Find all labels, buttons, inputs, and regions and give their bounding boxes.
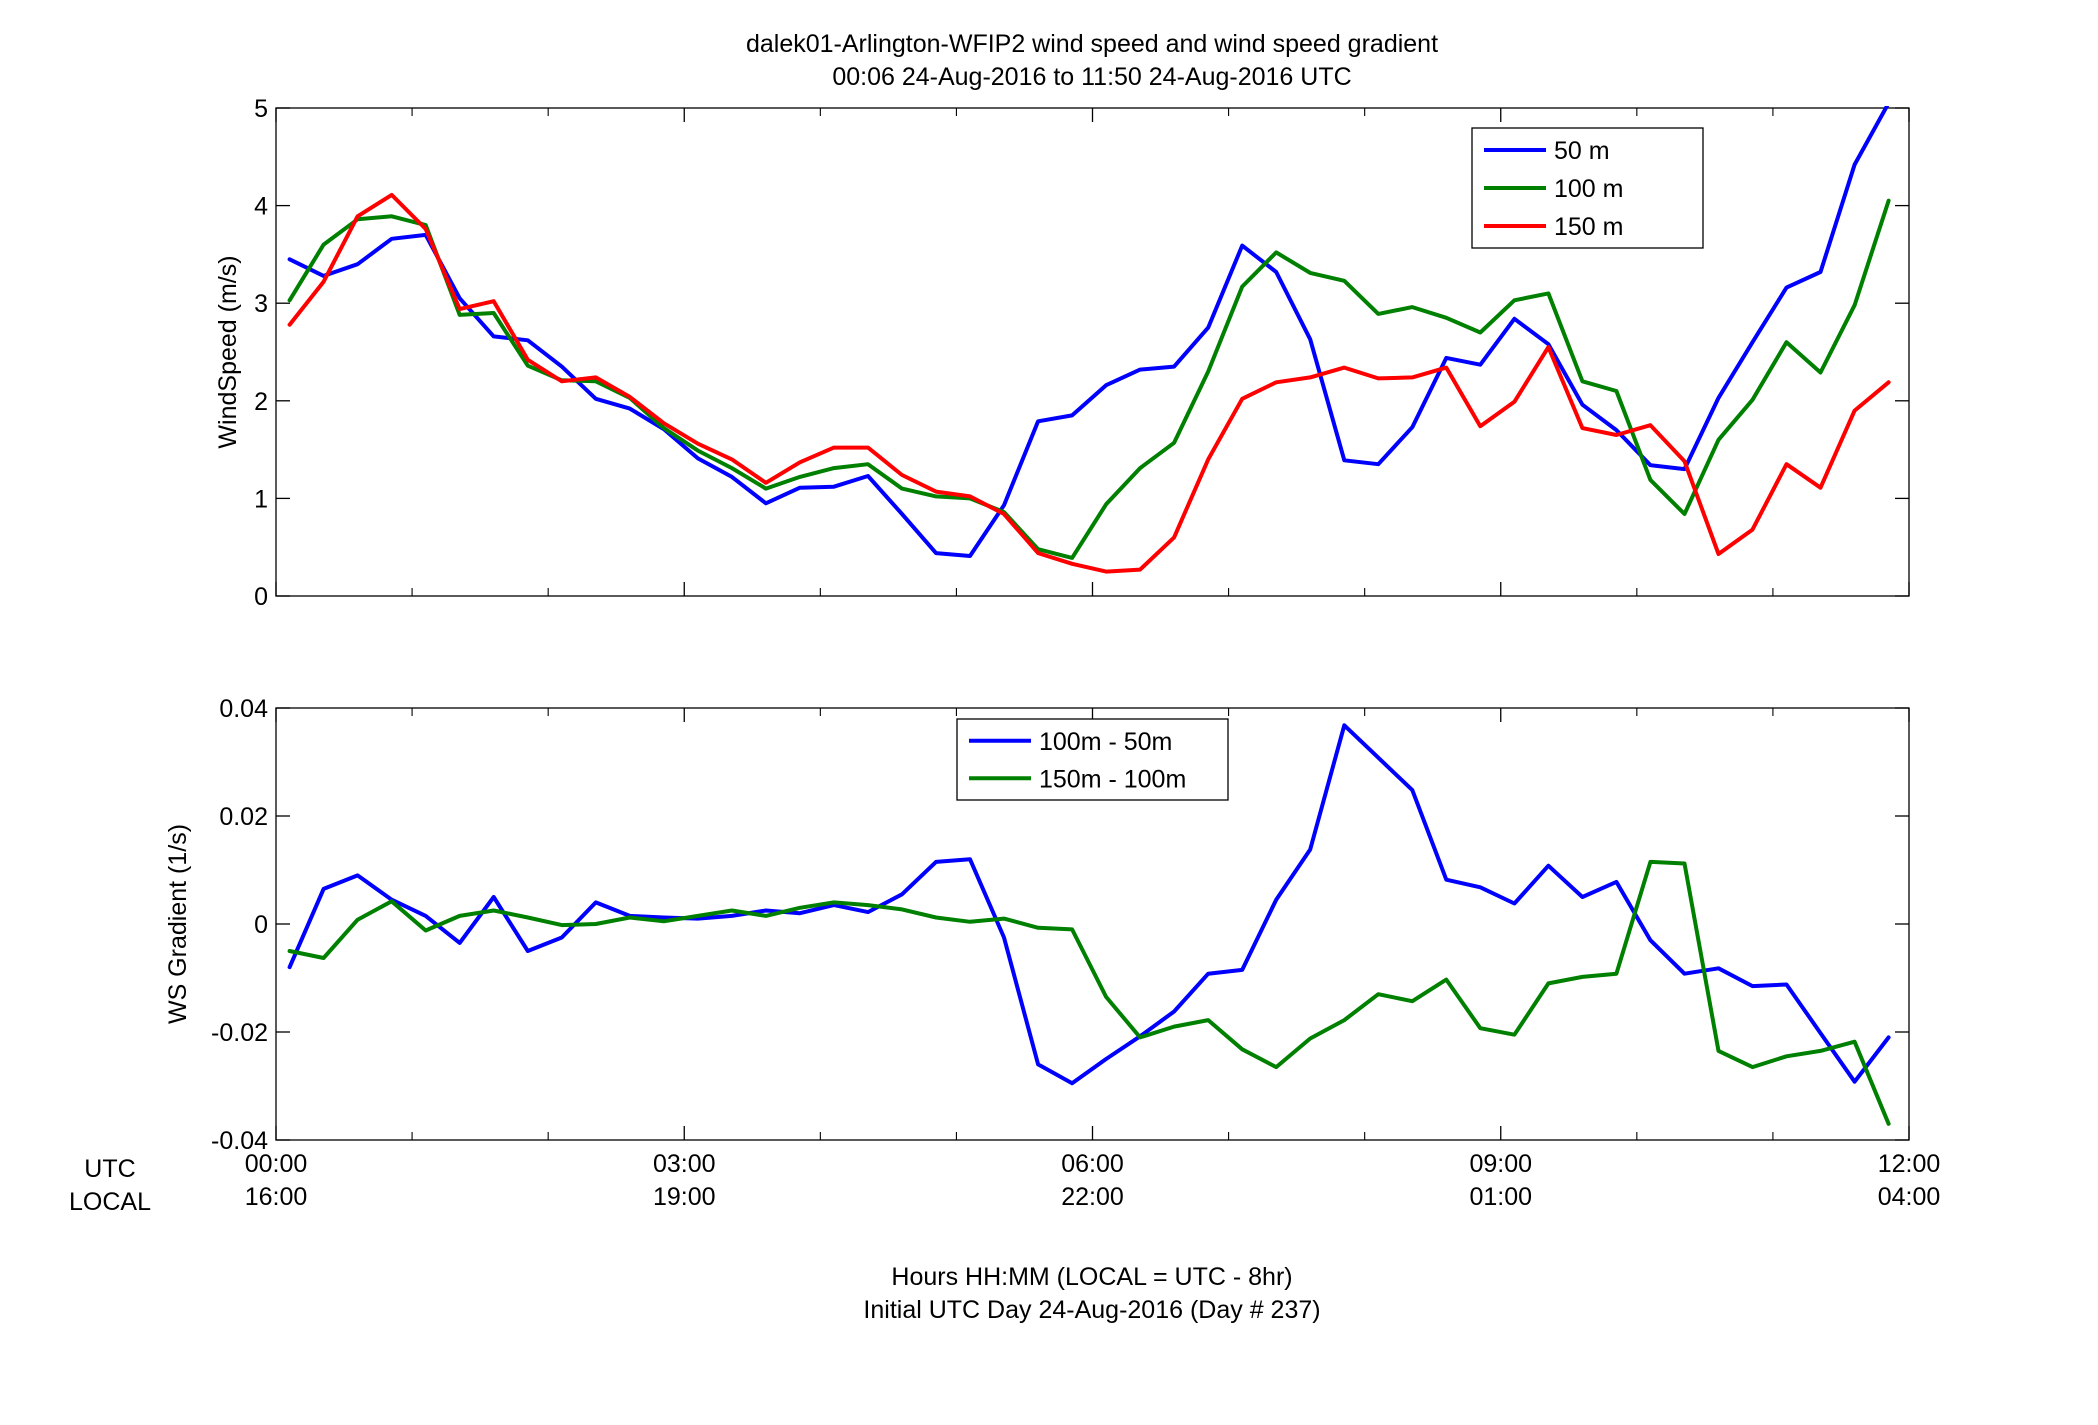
x-tick-label-utc: 06:00 (1061, 1150, 1124, 1178)
windspeed-y-tick-label: 4 (254, 193, 268, 221)
windspeed-y-tick-label: 0 (254, 583, 268, 611)
chart-title-line1: dalek01-Arlington-WFIP2 wind speed and w… (746, 30, 1438, 58)
windspeed-legend-label: 100 m (1554, 175, 1623, 203)
x-tick-label-local: 04:00 (1878, 1183, 1941, 1211)
x-tick-label-utc: 00:00 (245, 1150, 308, 1178)
gradient-legend-label: 150m - 100m (1039, 765, 1186, 793)
chart-title-line2: 00:06 24-Aug-2016 to 11:50 24-Aug-2016 U… (832, 63, 1351, 91)
gradient-series-100m-50m (287, 723, 1891, 1086)
x-tick-labels: 00:00 16:00 03:00 19:00 06:00 22:00 09:00 01:00… (245, 1150, 1941, 1211)
gradient-legend-box (956, 718, 1229, 801)
x-tick-label-utc: 12:00 (1878, 1150, 1941, 1178)
gradient-y-axis-label: WS Gradient (1/s) (164, 824, 192, 1024)
x-axis-label-line1: Hours HH:MM (LOCAL = UTC - 8hr) (891, 1263, 1292, 1291)
x-tick-label-local: 16:00 (245, 1183, 308, 1211)
x-tick-label-utc: 03:00 (653, 1150, 716, 1178)
gradient-legend-label: 100m - 50m (1039, 728, 1172, 756)
gradient-y-tick-label: 0.04 (219, 695, 268, 723)
gradient-y-tick-label: -0.02 (211, 1019, 268, 1047)
windspeed-series-150-m (287, 192, 1891, 574)
x-axis-label-line2: Initial UTC Day 24-Aug-2016 (Day # 237) (863, 1296, 1320, 1324)
windspeed-y-tick-label: 3 (254, 290, 268, 318)
windspeed-panel: WindSpeed (m/s) 0 1 2 3 4 5 50 m 100 m 150 m (214, 95, 1910, 611)
x-tick-label-utc: 09:00 (1469, 1150, 1532, 1178)
windspeed-legend-label: 50 m (1554, 137, 1610, 165)
x-tick-label-local: 22:00 (1061, 1183, 1124, 1211)
gradient-legend: 100m - 50m 150m - 100m (956, 718, 1229, 801)
windspeed-series-100-m (287, 198, 1891, 560)
x-tick-label-local: 19:00 (653, 1183, 716, 1211)
local-row-label: LOCAL (69, 1188, 151, 1216)
gradient-series-150m-100m (287, 859, 1891, 1126)
windspeed-y-tick-label: 2 (254, 388, 268, 416)
gradient-panel: WS Gradient (1/s) -0.04 -0.02 0 0.02 0.04 10… (164, 695, 1910, 1155)
windspeed-y-tick-label: 5 (254, 95, 268, 123)
gradient-y-tick-label: -0.04 (211, 1127, 268, 1155)
windspeed-series-50-m (287, 106, 1890, 558)
windspeed-y-axis-label: WindSpeed (m/s) (214, 255, 242, 448)
x-tick-label-local: 01:00 (1469, 1183, 1532, 1211)
utc-row-label: UTC (84, 1155, 135, 1183)
windspeed-y-tick-label: 1 (254, 485, 268, 513)
windspeed-legend-label: 150 m (1554, 213, 1623, 241)
gradient-y-tick-label: 0.02 (219, 803, 268, 831)
windspeed-legend: 50 m 100 m 150 m (1471, 127, 1704, 249)
gradient-y-tick-label: 0 (254, 911, 268, 939)
